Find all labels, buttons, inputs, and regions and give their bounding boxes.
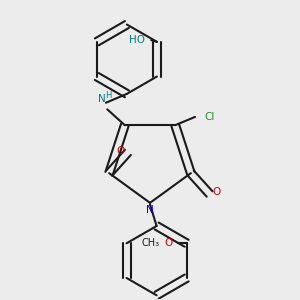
Text: N: N <box>146 205 154 215</box>
Text: HO: HO <box>129 35 145 45</box>
Text: N: N <box>98 94 106 104</box>
Text: O: O <box>165 238 173 248</box>
Text: H: H <box>105 91 112 100</box>
Text: CH₃: CH₃ <box>141 238 159 248</box>
Text: Cl: Cl <box>204 112 214 122</box>
Text: O: O <box>117 146 125 156</box>
Text: O: O <box>213 188 221 197</box>
